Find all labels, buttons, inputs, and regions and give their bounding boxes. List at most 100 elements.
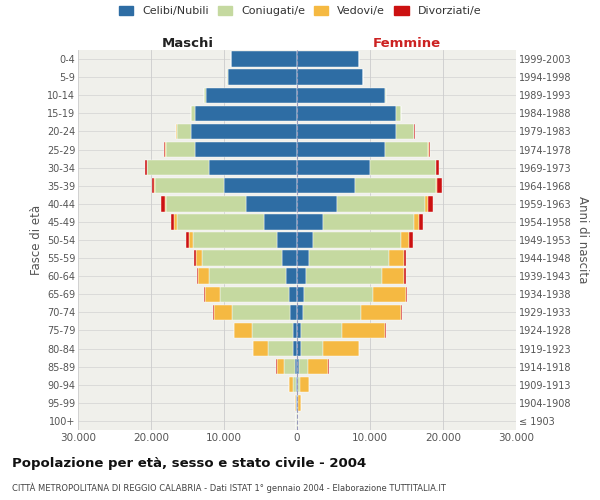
Bar [404,250,406,266]
Bar [401,304,402,320]
Bar [437,178,442,194]
Bar [290,304,297,320]
Bar [295,359,297,374]
Bar [166,142,195,157]
Bar [297,124,395,139]
Bar [297,359,299,374]
Y-axis label: Anni di nascita: Anni di nascita [575,196,589,284]
Bar [283,250,297,266]
Bar [155,178,224,194]
Bar [196,250,202,266]
Bar [191,106,195,121]
Text: CITTÀ METROPOLITANA DI REGGIO CALABRIA - Dati ISTAT 1° gennaio 2004 - Elaborazio: CITTÀ METROPOLITANA DI REGGIO CALABRIA -… [12,482,446,493]
Bar [193,232,277,248]
Bar [164,196,166,212]
Bar [299,359,308,374]
Bar [204,88,206,103]
Bar [308,250,389,266]
Bar [313,232,401,248]
Bar [389,250,404,266]
Bar [264,214,297,230]
Bar [409,232,413,248]
Bar [428,196,433,212]
Bar [297,214,323,230]
Bar [253,323,293,338]
Bar [301,341,323,356]
Bar [385,142,428,157]
Bar [286,268,297,284]
Bar [414,214,419,230]
Bar [191,124,297,139]
Bar [308,359,328,374]
Bar [297,341,301,356]
Bar [323,341,359,356]
Bar [297,178,355,194]
Bar [277,232,297,248]
Bar [232,304,290,320]
Bar [297,286,304,302]
Bar [293,341,297,356]
Bar [175,214,176,230]
Bar [176,214,264,230]
Bar [189,232,193,248]
Text: Maschi: Maschi [161,37,214,50]
Bar [277,359,284,374]
Bar [227,70,297,85]
Bar [297,250,308,266]
Bar [337,196,425,212]
Bar [289,377,293,392]
Bar [185,232,189,248]
Bar [297,232,313,248]
Bar [419,214,423,230]
Bar [194,250,196,266]
Bar [395,124,414,139]
Bar [303,304,361,320]
Bar [373,286,406,302]
Bar [253,341,268,356]
Bar [199,268,209,284]
Bar [195,142,297,157]
Bar [220,286,289,302]
Bar [293,323,297,338]
Bar [164,142,166,157]
Bar [213,304,214,320]
Bar [209,268,286,284]
Bar [298,395,301,410]
Bar [355,178,436,194]
Bar [429,142,430,157]
Bar [436,160,439,176]
Bar [166,196,246,212]
Bar [382,268,404,284]
Bar [224,178,297,194]
Bar [306,268,382,284]
Bar [401,232,409,248]
Bar [406,286,407,302]
Bar [300,377,309,392]
Bar [209,160,297,176]
Bar [297,196,337,212]
Bar [304,286,373,302]
Bar [289,286,297,302]
Bar [297,160,370,176]
Bar [206,88,297,103]
Bar [195,106,297,121]
Bar [214,304,232,320]
Bar [341,323,385,338]
Bar [176,124,191,139]
Bar [296,377,297,392]
Bar [297,52,359,66]
Bar [197,268,199,284]
Bar [301,323,341,338]
Bar [202,250,283,266]
Bar [425,196,428,212]
Legend: Celibi/Nubili, Coniugati/e, Vedovi/e, Divorziati/e: Celibi/Nubili, Coniugati/e, Vedovi/e, Di… [119,6,481,16]
Bar [232,52,297,66]
Bar [297,377,298,392]
Bar [205,286,220,302]
Bar [297,304,303,320]
Bar [171,214,175,230]
Bar [284,359,295,374]
Text: Femmine: Femmine [373,37,440,50]
Bar [297,268,306,284]
Bar [204,286,205,302]
